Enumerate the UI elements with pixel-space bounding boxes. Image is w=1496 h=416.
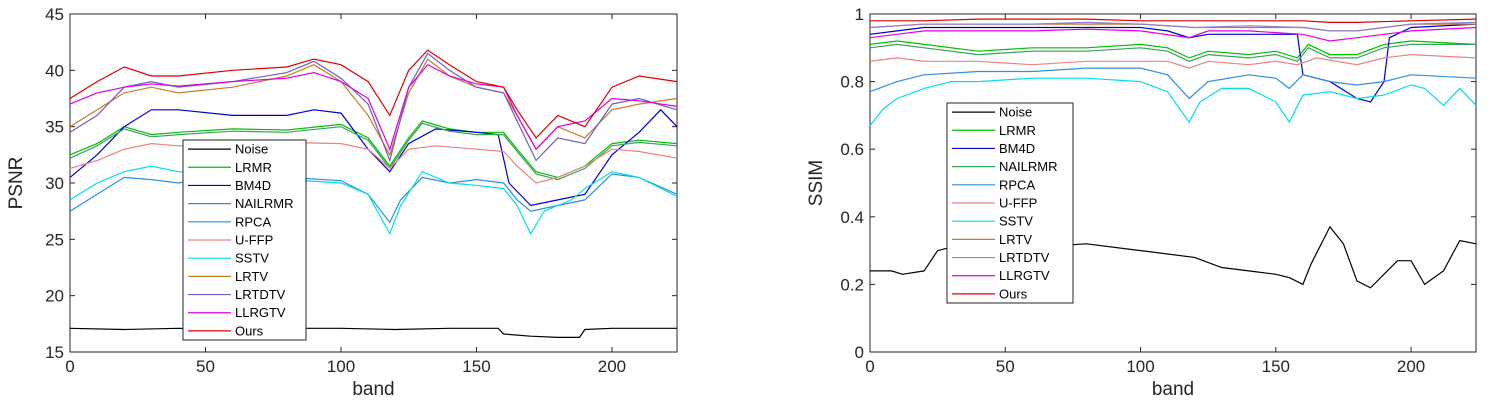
chart2-series-noise — [870, 225, 1477, 289]
chart1-series-nailrmr — [69, 122, 678, 181]
chart2-series-lrmr — [869, 40, 1477, 59]
chart1-y-tick-label: 40 — [45, 61, 64, 80]
chart2-legend-label-llrgtv: LLRGTV — [999, 268, 1050, 283]
chart1-series-u-ffp — [69, 141, 678, 184]
chart1-legend-label-sstv: SSTV — [235, 251, 269, 266]
chart2-y-axis-label: SSIM — [806, 160, 827, 206]
chart1-legend-label-noise: Noise — [235, 142, 268, 157]
chart2-x-tick-label: 50 — [996, 357, 1015, 376]
chart2-y-tick-label: 0.6 — [840, 140, 864, 159]
chart2-x-tick-label: 100 — [1126, 357, 1154, 376]
chart2-x-tick-label: 200 — [1397, 357, 1425, 376]
chart2-legend-label-noise: Noise — [999, 105, 1032, 120]
chart1-y-tick-label: 35 — [45, 118, 64, 137]
chart1-y-tick-label: 20 — [45, 287, 64, 306]
chart1-series-ours — [69, 49, 678, 139]
chart2-y-tick-label: 0.4 — [840, 208, 864, 227]
chart1-series-llrgtv — [69, 63, 678, 151]
chart2-legend-label-nailrmr: NAILRMR — [999, 159, 1058, 174]
chart2-legend-label-ours: Ours — [999, 286, 1028, 301]
chart1-x-axis-label: band — [352, 379, 394, 400]
chart1-x-tick-label: 50 — [196, 357, 215, 376]
chart2-series-nailrmr — [869, 43, 1476, 62]
chart1-x-tick-label: 0 — [65, 357, 74, 376]
chart1-plot-area — [69, 13, 678, 353]
chart2-series-lrtdtv — [869, 21, 1477, 32]
chart2-legend-label-u-ffp: U-FFP — [999, 196, 1037, 211]
chart2-series-rpca — [869, 67, 1477, 100]
chart1-legend-label-llrgtv: LLRGTV — [235, 305, 286, 320]
chart1-y-tick-label: 45 — [45, 5, 64, 24]
chart1-legend-label-lrtv: LRTV — [235, 269, 268, 284]
chart1-y-axis-label: PSNR — [6, 157, 27, 210]
chart1-legend-label-nailrmr: NAILRMR — [235, 196, 294, 211]
chart2-x-tick-label: 0 — [865, 357, 874, 376]
chart2-series-u-ffp — [869, 53, 1477, 69]
chart1-legend-label-bm4d: BM4D — [235, 178, 271, 193]
chart2-legend-label-rpca: RPCA — [999, 177, 1035, 192]
chart2-legend-label-sstv: SSTV — [999, 214, 1033, 229]
chart1-x-tick-label: 150 — [462, 357, 490, 376]
chart2-x-axis-label: band — [1152, 379, 1194, 400]
chart1-legend-label-lrmr: LRMR — [235, 160, 272, 175]
chart2-y-tick-label: 0 — [855, 343, 864, 362]
chart2-series-sstv — [869, 77, 1477, 126]
chart1-x-tick-label: 100 — [327, 357, 355, 376]
chart2-series-bm4d — [869, 23, 1477, 103]
chart2-legend-label-lrmr: LRMR — [999, 123, 1036, 138]
chart2-x-tick-label: 150 — [1262, 357, 1290, 376]
chart1-y-tick-label: 25 — [45, 230, 64, 249]
chart2-legend-label-lrtdtv: LRTDTV — [999, 250, 1050, 265]
chart2-y-tick-label: 1 — [855, 5, 864, 24]
chart1-y-tick-label: 30 — [45, 174, 64, 193]
chart2-y-tick-label: 0.2 — [840, 275, 864, 294]
chart1-series-bm4d — [69, 108, 678, 207]
chart1-series-sstv — [69, 165, 678, 236]
chart2-legend-label-bm4d: BM4D — [999, 141, 1035, 156]
chart1-legend-label-lrtdtv: LRTDTV — [235, 287, 286, 302]
chart1-x-tick-label: 200 — [598, 357, 626, 376]
chart2-series-ours — [870, 18, 1477, 23]
chart1-series-lrtv — [69, 58, 678, 157]
chart2-series-llrgtv — [869, 26, 1477, 42]
chart1-y-tick-label: 15 — [45, 343, 64, 362]
chart2-y-tick-label: 0.8 — [840, 73, 864, 92]
chart1-legend-label-u-ffp: U-FFP — [235, 233, 273, 248]
chart2-legend-label-lrtv: LRTV — [999, 232, 1032, 247]
chart1-legend-label-rpca: RPCA — [235, 214, 271, 229]
chart1-legend-label-ours: Ours — [235, 323, 264, 338]
